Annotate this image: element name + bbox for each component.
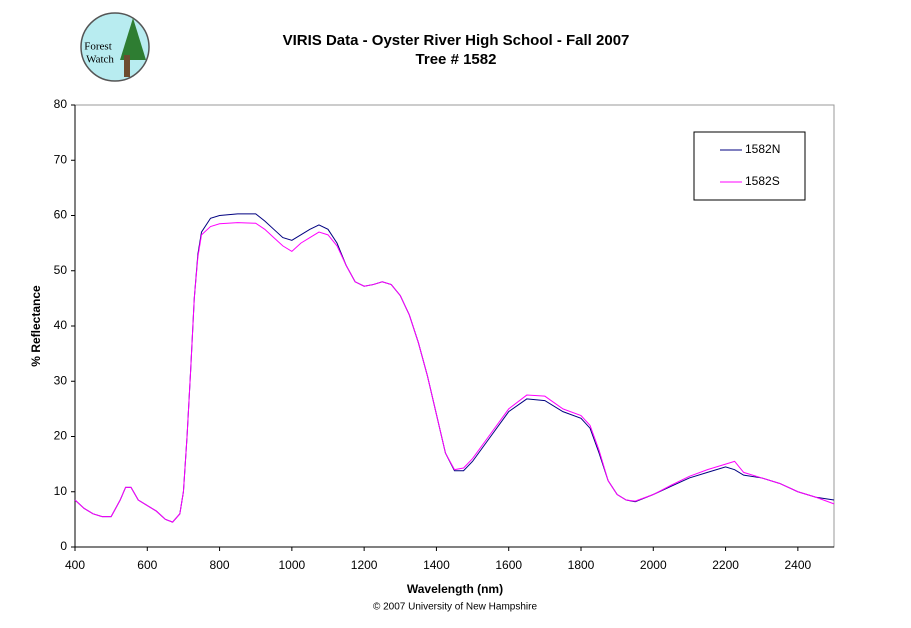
x-tick-label: 2400 (785, 558, 812, 572)
series-line (74, 222, 835, 523)
x-tick-label: 800 (210, 558, 230, 572)
y-tick-label: 80 (54, 97, 68, 111)
legend (693, 131, 806, 201)
y-axis-label: % Reflectance (29, 285, 43, 367)
x-tick-label: 2000 (640, 558, 667, 572)
legend-label: 1582N (745, 142, 780, 156)
y-tick-label: 50 (54, 263, 68, 277)
logo-text: Forest (84, 41, 112, 53)
y-tick-label: 70 (54, 152, 68, 166)
legend-label: 1582S (745, 174, 780, 188)
x-tick-label: 1000 (279, 558, 306, 572)
chart-title: VIRIS Data - Oyster River High School - … (283, 32, 630, 49)
x-tick-label: 400 (65, 558, 85, 572)
y-tick-label: 0 (60, 539, 67, 553)
logo-text: Watch (86, 54, 114, 66)
x-axis-label: Wavelength (nm) (407, 582, 503, 596)
footer: © 2007 University of New Hampshire (373, 602, 538, 613)
x-tick-label: 1800 (568, 558, 595, 572)
x-tick-label: 1600 (495, 558, 522, 572)
x-tick-label: 2200 (712, 558, 739, 572)
y-tick-label: 60 (54, 208, 68, 222)
chart-subtitle: Tree # 1582 (416, 51, 497, 68)
x-tick-label: 1200 (351, 558, 378, 572)
series-line (74, 213, 835, 523)
y-tick-label: 40 (54, 318, 68, 332)
y-tick-label: 10 (54, 484, 68, 498)
y-tick-label: 30 (54, 373, 68, 387)
x-tick-label: 1400 (423, 558, 450, 572)
logo-trunk (124, 55, 130, 77)
x-tick-label: 600 (137, 558, 157, 572)
y-tick-label: 20 (54, 429, 68, 443)
logo-tree (120, 18, 146, 60)
